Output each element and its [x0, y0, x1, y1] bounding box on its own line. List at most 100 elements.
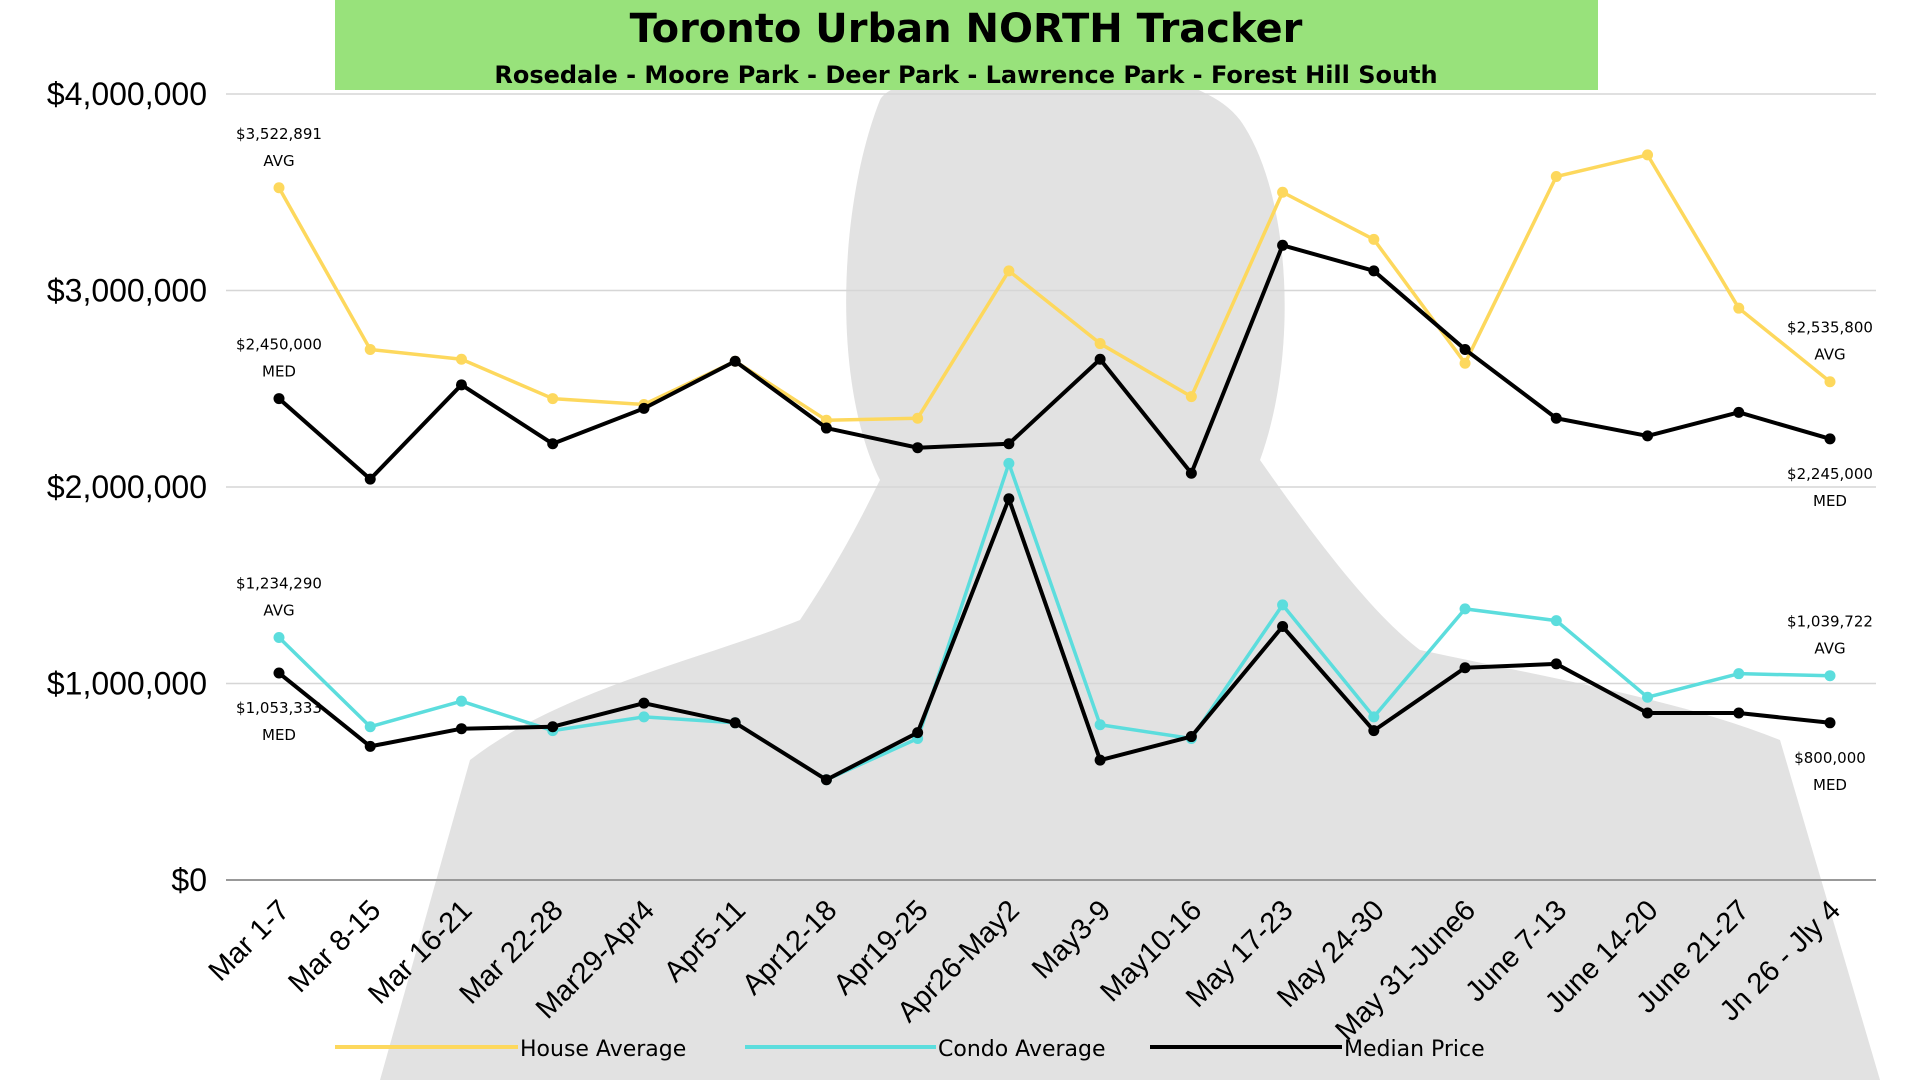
- data-point: [912, 442, 924, 454]
- data-point: [638, 697, 650, 709]
- data-point: [273, 393, 285, 405]
- data-point: [273, 182, 285, 194]
- title-banner: [335, 0, 1598, 90]
- data-point: [1368, 725, 1380, 737]
- data-point: [364, 721, 376, 733]
- data-point: [455, 695, 467, 707]
- data-point: [1459, 357, 1471, 369]
- data-point: [1824, 433, 1836, 445]
- legend-label: House Average: [520, 1037, 686, 1062]
- data-point: [1368, 711, 1380, 723]
- annotation-label: $1,234,290: [236, 574, 322, 592]
- data-point: [1003, 438, 1015, 450]
- data-point: [1003, 265, 1015, 277]
- data-point: [1733, 406, 1745, 418]
- annotation-label: $2,245,000: [1787, 465, 1873, 483]
- data-point: [1459, 662, 1471, 674]
- data-point: [455, 379, 467, 391]
- data-point: [1642, 691, 1654, 703]
- data-point: [1368, 233, 1380, 245]
- x-tick-label: Mar 1-7: [203, 894, 296, 987]
- series-line: [277, 496, 1831, 782]
- legend-label: Median Price: [1344, 1037, 1485, 1062]
- data-point: [1185, 467, 1197, 479]
- data-point: [1733, 668, 1745, 680]
- annotation-label: AVG: [263, 152, 294, 170]
- series-line: [277, 243, 1831, 482]
- annotation-label: $3,522,891: [236, 125, 322, 143]
- data-point: [1277, 239, 1289, 251]
- data-point: [1642, 707, 1654, 719]
- annotation-label: $800,000: [1794, 749, 1866, 767]
- data-point: [820, 422, 832, 434]
- data-point: [1824, 670, 1836, 682]
- data-point: [1185, 391, 1197, 403]
- data-point: [729, 717, 741, 729]
- data-point: [912, 412, 924, 424]
- data-point: [729, 355, 741, 367]
- data-point: [547, 721, 559, 733]
- annotation-label: $2,450,000: [236, 336, 322, 354]
- data-point: [455, 723, 467, 735]
- data-point: [1733, 707, 1745, 719]
- data-point: [273, 667, 285, 679]
- y-tick-label: $1,000,000: [47, 666, 207, 702]
- gridlines: [226, 93, 1876, 881]
- data-point: [547, 393, 559, 405]
- annotation-label: MED: [262, 726, 296, 744]
- data-annotations: $3,522,891 AVG $2,450,000 MED $1,234,290 AVG $…: [236, 125, 1873, 794]
- annotation-label: AVG: [263, 601, 294, 619]
- y-tick-label: $2,000,000: [47, 469, 207, 505]
- data-point: [364, 343, 376, 355]
- data-point: [1824, 376, 1836, 388]
- data-point: [1003, 457, 1015, 469]
- data-point: [1459, 603, 1471, 615]
- data-point: [1094, 353, 1106, 365]
- data-point: [1277, 186, 1289, 198]
- data-point: [1094, 754, 1106, 766]
- data-point: [1277, 621, 1289, 633]
- data-point: [1094, 338, 1106, 350]
- chart-subtitle: Rosedale - Moore Park - Deer Park - Lawr…: [494, 61, 1437, 89]
- annotation-label: $1,039,722: [1787, 613, 1873, 631]
- data-point: [912, 727, 924, 739]
- chart-title: Toronto Urban NORTH Tracker: [630, 6, 1303, 52]
- annotation-label: MED: [1813, 776, 1847, 794]
- data-point: [638, 711, 650, 723]
- y-tick-label: $0: [171, 862, 207, 898]
- data-point: [1642, 430, 1654, 442]
- annotation-label: AVG: [1814, 346, 1845, 364]
- data-point: [1368, 265, 1380, 277]
- data-point: [820, 414, 832, 426]
- data-point: [364, 473, 376, 485]
- legend-label: Condo Average: [938, 1037, 1106, 1062]
- legend: House Average Condo Average Median Price: [335, 1037, 1485, 1062]
- y-axis-ticks: $0 $1,000,000 $2,000,000 $3,000,000 $4,000,0…: [47, 76, 207, 898]
- data-point: [547, 438, 559, 450]
- series-line: [277, 153, 1832, 422]
- data-point: [1550, 171, 1562, 183]
- data-point: [638, 402, 650, 414]
- annotation-label: $1,053,333: [236, 699, 322, 717]
- data-point: [1277, 599, 1289, 611]
- data-point: [1824, 717, 1836, 729]
- data-point: [455, 353, 467, 365]
- data-point: [1642, 149, 1654, 161]
- data-point: [1550, 658, 1562, 670]
- annotation-label: MED: [1813, 492, 1847, 510]
- data-point: [1185, 731, 1197, 743]
- annotation-label: AVG: [1814, 640, 1845, 658]
- data-point: [1094, 719, 1106, 731]
- data-point: [1733, 302, 1745, 314]
- data-point: [820, 774, 832, 786]
- data-point: [364, 740, 376, 752]
- data-point: [1550, 615, 1562, 627]
- data-point: [1003, 493, 1015, 505]
- background-portrait: [380, 65, 1880, 1080]
- data-point: [1459, 343, 1471, 355]
- data-point: [1550, 412, 1562, 424]
- data-point: [273, 631, 285, 643]
- annotation-label: MED: [262, 363, 296, 381]
- y-tick-label: $3,000,000: [47, 273, 207, 309]
